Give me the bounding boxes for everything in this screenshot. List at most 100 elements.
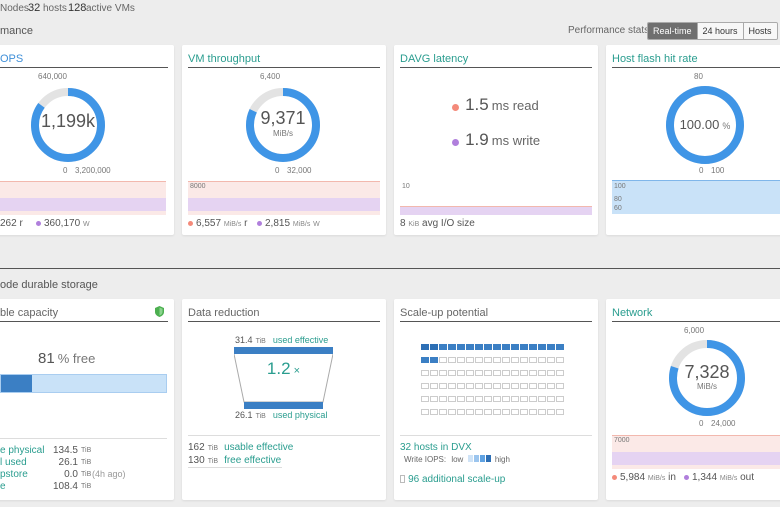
read-line xyxy=(400,206,592,207)
network-gauge xyxy=(669,340,745,416)
network-in-stat: 5,984 MiB/s in xyxy=(612,472,676,483)
additional-scaleup-label: 96 additional scale-up xyxy=(408,474,506,485)
host-slot xyxy=(430,383,438,389)
host-slot xyxy=(421,370,429,376)
iops-card[interactable]: OPS 640,000 1,199k 0 3,200,000 262 r 360… xyxy=(0,45,174,235)
throughput-read-stat: 6,557 MiB/s r xyxy=(188,218,247,229)
host-slot xyxy=(502,383,510,389)
used-physical-label: used physical xyxy=(272,410,328,420)
host-slot xyxy=(484,370,492,376)
row-note: (4h ago) xyxy=(92,469,126,479)
chart-label-80: 80 xyxy=(614,196,622,203)
io-size-unit: KiB xyxy=(408,221,420,228)
row-value: 0.0 xyxy=(64,469,78,480)
host-slot xyxy=(529,370,537,376)
write-iops-label: Write IOPS: xyxy=(404,455,447,464)
davg-write-latency: 1.9 ms write xyxy=(452,130,540,150)
out-value: 1,344 xyxy=(692,472,718,483)
host-slot xyxy=(538,383,546,389)
host-slot xyxy=(520,344,528,350)
vm-throughput-card[interactable]: VM throughput 6,400 9,371 MiB/s 0 32,000… xyxy=(182,45,386,235)
row-value: 108.4 xyxy=(52,481,78,492)
separator xyxy=(400,435,592,436)
host-slot xyxy=(466,370,474,376)
host-slot xyxy=(475,409,483,415)
free-effective-line: 130 TiB free effective xyxy=(188,454,281,466)
gauge-max-label: 6,000 xyxy=(684,326,705,335)
write-unit-small: MiB/s xyxy=(292,221,311,228)
low-label: low xyxy=(451,455,464,464)
performance-stats-toggle: Real-time 24 hours Hosts xyxy=(647,22,778,40)
row-unit: TiB xyxy=(81,471,92,478)
flash-unit: % xyxy=(722,121,731,131)
host-slot xyxy=(430,357,438,363)
used-effective-label: used effective xyxy=(272,335,329,345)
in-unit: in xyxy=(668,472,676,483)
chart-label-100: 100 xyxy=(614,183,626,190)
write-dot xyxy=(36,220,41,226)
capacity-row: e physical 134.5 TiB xyxy=(0,445,167,457)
chart-label-60: 60 xyxy=(614,205,622,212)
chart-scale-label: 10 xyxy=(402,183,410,190)
write-unit: W xyxy=(313,221,320,228)
card-rule xyxy=(400,321,592,322)
host-grid-row xyxy=(421,406,573,415)
chart-scale-label: 7000 xyxy=(614,437,630,444)
host-slot xyxy=(556,344,564,350)
flash-value-wrap: 100.00 % xyxy=(663,117,747,132)
free-effective-unit: TiB xyxy=(207,458,218,465)
usable-capacity-card[interactable]: ble capacity 81 % free e physical 134.5 … xyxy=(0,299,174,500)
write-value: 360,170 xyxy=(44,218,81,229)
realtime-button[interactable]: Real-time xyxy=(648,23,698,39)
host-slot xyxy=(556,383,564,389)
host-slot xyxy=(547,396,555,402)
used-physical-value: 26.1 xyxy=(235,410,253,420)
usable-effective-line: 162 TiB usable effective xyxy=(188,441,293,453)
host-grid xyxy=(421,341,573,419)
used-effective-line: 31.4 TiB used effective xyxy=(235,334,328,346)
24-hours-button[interactable]: 24 hours xyxy=(697,23,744,39)
host-slot xyxy=(511,344,519,350)
io-size-label: avg I/O size xyxy=(422,218,475,229)
host-slot xyxy=(484,344,492,350)
usable-capacity-title: ble capacity xyxy=(0,307,59,319)
host-slot-icon xyxy=(400,475,405,484)
read-unit: r xyxy=(19,218,23,229)
host-grid-row xyxy=(421,341,573,350)
write-latency-value: 1.9 xyxy=(465,130,489,149)
iops-value: 1,199k xyxy=(40,111,96,131)
host-slot xyxy=(484,409,492,415)
top-summary-bar: Nodes 32 hosts 128 active VMs xyxy=(0,0,780,18)
iops-title: OPS xyxy=(0,53,24,65)
hosts-button[interactable]: Hosts xyxy=(743,23,777,39)
row-unit: TiB xyxy=(81,447,92,454)
throughput-write-stat: 2,815 MiB/s W xyxy=(257,218,320,229)
throughput-history-chart: 8000 xyxy=(188,181,380,215)
flash-value: 100.00 xyxy=(679,117,720,132)
gauge-max-label: 640,000 xyxy=(38,72,67,81)
free-percentage: 81 % free xyxy=(38,350,95,367)
network-history-chart: 7000 xyxy=(612,435,780,469)
scaleup-potential-card[interactable]: Scale-up potential 32 hosts in DVX Write… xyxy=(394,299,598,500)
host-slot xyxy=(448,383,456,389)
host-slot xyxy=(475,370,483,376)
host-slot xyxy=(475,344,483,350)
hosts-count: 32 xyxy=(28,2,41,14)
host-slot xyxy=(511,409,519,415)
host-slot xyxy=(493,396,501,402)
host-slot xyxy=(448,396,456,402)
host-slot xyxy=(502,396,510,402)
row-label: e xyxy=(0,481,6,492)
host-slot xyxy=(538,370,546,376)
data-reduction-card[interactable]: Data reduction 31.4 TiB used effective 1… xyxy=(182,299,386,500)
gauge-min-label: 0 xyxy=(63,166,68,175)
used-effective-value: 31.4 xyxy=(235,335,253,345)
host-flash-card[interactable]: Host flash hit rate 80 100.00 % 0 100 10… xyxy=(606,45,780,235)
gauge-max-label: 80 xyxy=(694,72,703,81)
host-slot xyxy=(448,357,456,363)
host-slot xyxy=(439,344,447,350)
in-line xyxy=(612,435,780,436)
davg-latency-card[interactable]: DAVG latency 1.5 ms read 1.9 ms write 10… xyxy=(394,45,598,235)
network-card[interactable]: Network 6,000 7,328 MiB/s 0 24,000 7000 … xyxy=(606,299,780,500)
host-slot xyxy=(475,383,483,389)
